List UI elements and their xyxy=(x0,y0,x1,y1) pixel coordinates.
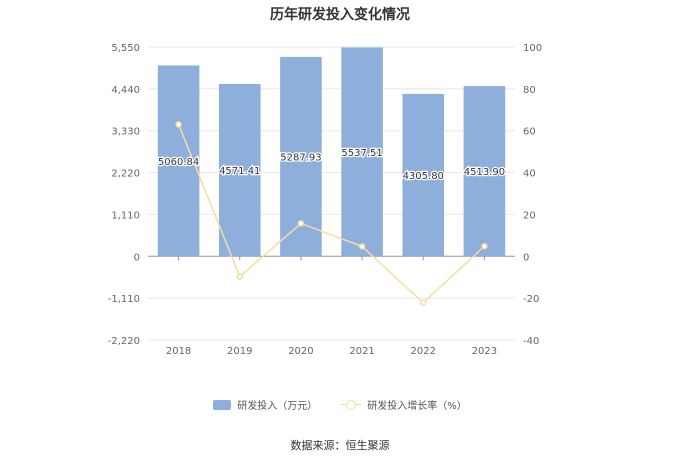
legend-item-rd-investment[interactable]: 研发投入（万元） xyxy=(213,397,317,412)
y-right-tick-label: 100 xyxy=(523,43,542,54)
legend: 研发投入（万元） 研发投入增长率（%） xyxy=(0,397,680,412)
growth-rate-point-2018 xyxy=(175,121,182,128)
y-left-tick-label: -2,220 xyxy=(108,336,140,347)
x-tick-label: 2018 xyxy=(166,346,191,357)
x-tick-label: 2022 xyxy=(411,346,436,357)
bar-value-label: 4571.41 xyxy=(219,166,260,177)
legend-line-swatch xyxy=(341,399,362,410)
y-left-tick-label: 3,330 xyxy=(111,127,140,138)
bar-value-label: 5287.93 xyxy=(280,153,321,164)
x-tick-label: 2023 xyxy=(472,346,497,357)
y-right-tick-label: 20 xyxy=(523,210,536,221)
y-right-tick-label: 80 xyxy=(523,85,536,96)
y-right-tick-label: 60 xyxy=(523,127,536,138)
y-left-tick-label: 5,550 xyxy=(111,43,140,54)
growth-rate-point-2021 xyxy=(358,243,366,250)
x-tick-label: 2021 xyxy=(349,346,374,357)
data-source: 数据来源：恒生聚源 xyxy=(290,439,390,452)
legend-label-rd-investment: 研发投入（万元） xyxy=(237,401,318,412)
bar-2019 xyxy=(218,83,261,257)
chart-title: 历年研发投入变化情况 xyxy=(270,7,410,23)
legend-bar-swatch xyxy=(213,399,232,410)
legend-item-growth-rate[interactable]: 研发投入增长率（%） xyxy=(341,397,467,412)
y-left-tick-label: 4,440 xyxy=(111,85,140,96)
growth-rate-point-2019 xyxy=(236,273,243,280)
growth-rate-line xyxy=(177,124,485,304)
x-tick-label: 2019 xyxy=(227,346,252,357)
bar-value-label: 4305.80 xyxy=(403,171,444,182)
bar-2023 xyxy=(463,86,506,257)
bar-2022 xyxy=(402,93,445,257)
y-left-tick-label: 0 xyxy=(134,252,140,263)
y-left-tick-label: 1,110 xyxy=(111,210,140,221)
growth-rate-point-2022 xyxy=(420,299,427,306)
growth-rate-point-2020 xyxy=(297,220,305,227)
y-left-tick-label: -1,110 xyxy=(108,294,140,305)
x-tick-label: 2020 xyxy=(288,346,313,357)
y-right-tick-label: -20 xyxy=(523,294,539,305)
legend-label-growth-rate: 研发投入增长率（%） xyxy=(367,401,467,412)
growth-rate-point-2023 xyxy=(481,242,488,250)
y-right-tick-label: 0 xyxy=(523,252,529,263)
y-right-tick-label: -40 xyxy=(523,336,539,347)
bar-value-label: 5537.51 xyxy=(341,148,382,159)
y-left-tick-label: 2,220 xyxy=(111,169,140,180)
bar-value-label: 4513.90 xyxy=(464,167,505,178)
y-right-tick-label: 40 xyxy=(523,169,536,180)
bar-2021 xyxy=(341,47,383,257)
bar-value-label: 5060.84 xyxy=(158,157,199,168)
